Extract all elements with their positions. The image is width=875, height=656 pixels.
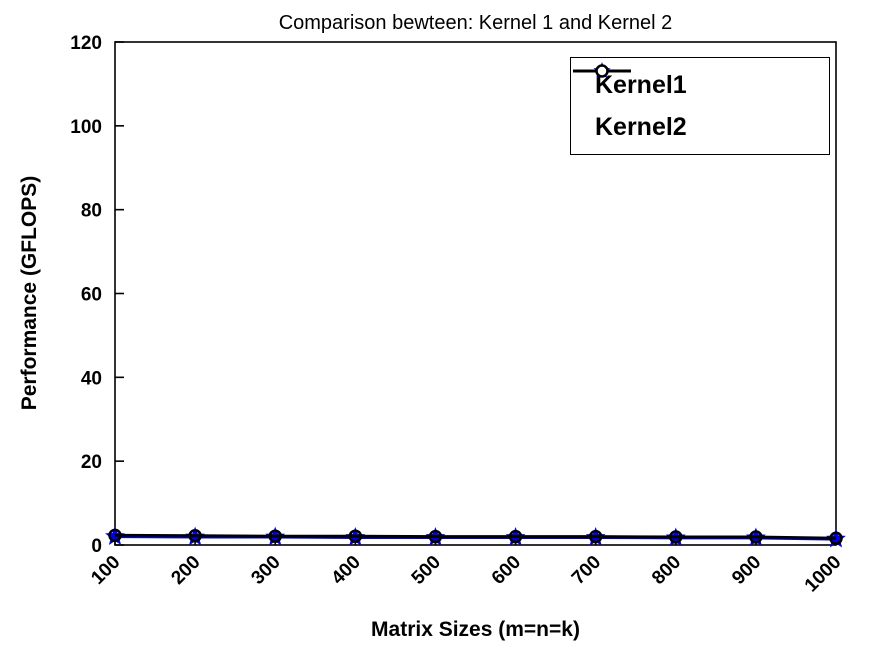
legend-entry-kernel2: Kernel2: [571, 64, 829, 148]
x-tick-label: 500: [408, 552, 445, 589]
x-tick-label: 900: [728, 552, 765, 589]
circle-marker-icon: [428, 529, 443, 544]
x-tick-label: 1000: [801, 552, 846, 597]
chart-title: Comparison bewteen: Kernel 1 and Kernel …: [278, 12, 673, 34]
circle-marker-icon: [595, 64, 609, 78]
circle-marker-icon: [588, 529, 603, 544]
x-tick-label: 200: [167, 552, 204, 589]
legend-label-kernel1: Kernel1: [595, 70, 687, 99]
circle-marker-icon: [669, 530, 683, 544]
x-tick-label: 100: [87, 552, 124, 589]
x-tick-label: 700: [568, 552, 605, 589]
circle-marker-icon: [188, 529, 202, 543]
x-tick-label: 300: [247, 552, 284, 589]
legend-sample-kernel2: [573, 64, 631, 78]
y-tick-label: 20: [81, 452, 102, 473]
legend: Kernel1 Kernel2: [570, 57, 830, 155]
circle-marker-icon: [108, 528, 122, 543]
circle-marker-icon: [508, 529, 523, 544]
y-tick-label: 0: [91, 536, 102, 557]
y-axis-label: Performance (GFLOPS): [18, 175, 41, 411]
series-line-kernel2: [114, 533, 837, 540]
y-tick-label: 120: [70, 33, 102, 54]
x-tick-label: 800: [648, 552, 685, 589]
circle-marker-icon: [268, 529, 282, 543]
x-axis-label: Matrix Sizes (m=n=k): [371, 618, 580, 641]
x-tick-label: 600: [488, 552, 525, 589]
y-tick-label: 40: [81, 368, 102, 389]
y-tick-label: 100: [70, 117, 102, 138]
circle-marker-icon: [749, 530, 763, 544]
circle-marker-icon: [829, 531, 843, 546]
legend-label-kernel2: Kernel2: [595, 112, 687, 141]
x-tick-label: 400: [328, 552, 365, 589]
circle-marker-icon: [348, 529, 363, 543]
y-tick-label: 60: [81, 285, 102, 306]
y-tick-label: 80: [81, 201, 102, 222]
